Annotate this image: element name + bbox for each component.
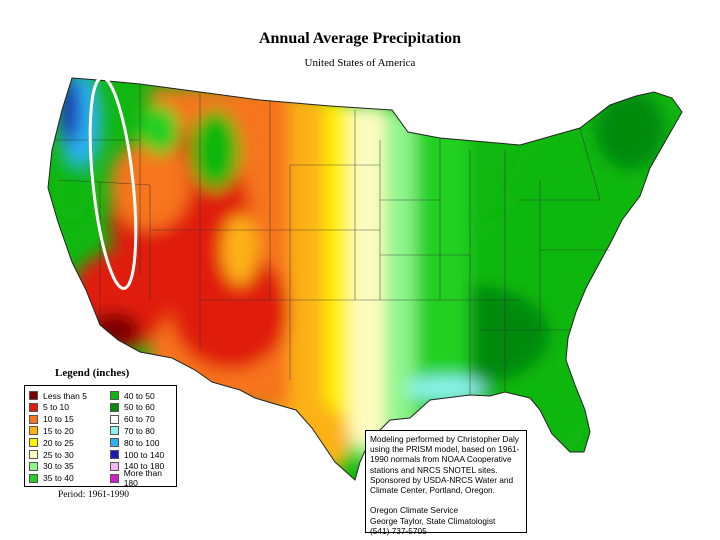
legend-label: 25 to 30 [43, 449, 74, 460]
legend-swatch [110, 461, 119, 471]
legend-item: 40 to 50 [110, 390, 155, 401]
state-borders [55, 84, 610, 395]
legend-item: 70 to 80 [110, 425, 155, 436]
legend-label: 140 to 180 [124, 461, 165, 472]
legend-swatch [110, 438, 119, 448]
legend-item: Less than 5 [29, 390, 87, 401]
legend-swatch [110, 391, 119, 400]
legend-label: 30 to 35 [43, 461, 74, 472]
legend-swatch [29, 438, 38, 448]
credits-box: Modeling performed by Christopher Daly u… [365, 430, 527, 536]
legend-swatch [110, 426, 119, 436]
legend-swatch [110, 414, 119, 424]
legend-item: 35 to 40 [29, 473, 74, 484]
legend-item: More than 180 [110, 468, 176, 488]
legend-swatch [29, 426, 38, 436]
legend-item: 5 to 10 [29, 402, 69, 413]
legend-item: 10 to 15 [29, 414, 74, 425]
map-title: Annual Average Precipitation [258, 30, 462, 47]
legend-swatch [110, 450, 119, 459]
legend-item: 80 to 100 [110, 437, 159, 448]
legend-label: Less than 5 [43, 390, 87, 401]
legend-swatch [29, 414, 38, 424]
legend-item: 20 to 25 [29, 437, 74, 448]
legend-label: 15 to 20 [43, 425, 74, 436]
legend-swatch [29, 473, 38, 483]
legend-label: 5 to 10 [43, 402, 69, 413]
legend-item: 60 to 70 [110, 414, 155, 425]
legend-swatch [29, 391, 38, 400]
legend-label: 20 to 25 [43, 437, 74, 448]
period-label: Period: 1961-1990 [58, 490, 129, 500]
great-basin-highlight [88, 76, 138, 290]
legend-item: 100 to 140 [110, 449, 164, 460]
legend-item: 25 to 30 [29, 449, 74, 460]
legend-label: 50 to 60 [124, 402, 155, 413]
map-subtitle: United States of America [304, 57, 416, 69]
legend-label: 60 to 70 [124, 414, 155, 425]
legend-item: 30 to 35 [29, 461, 74, 472]
legend-swatch [29, 461, 38, 471]
legend-label: 10 to 15 [43, 414, 74, 425]
legend-swatch [110, 473, 119, 483]
legend-item: 15 to 20 [29, 425, 74, 436]
legend-label: 80 to 100 [124, 437, 160, 448]
legend-title: Legend (inches) [55, 367, 130, 379]
legend-label: 70 to 80 [124, 425, 155, 436]
legend-label: 40 to 50 [124, 390, 155, 401]
legend-swatch [29, 450, 38, 459]
legend-swatch [110, 402, 119, 412]
legend-label: 100 to 140 [124, 449, 165, 460]
legend-label: 35 to 40 [43, 473, 74, 484]
us-outline [47, 77, 683, 481]
legend-label: More than 180 [123, 468, 162, 489]
legend-item: 50 to 60 [110, 402, 155, 413]
legend-swatch [29, 402, 38, 412]
legend-item: 140 to 180 [110, 461, 164, 472]
